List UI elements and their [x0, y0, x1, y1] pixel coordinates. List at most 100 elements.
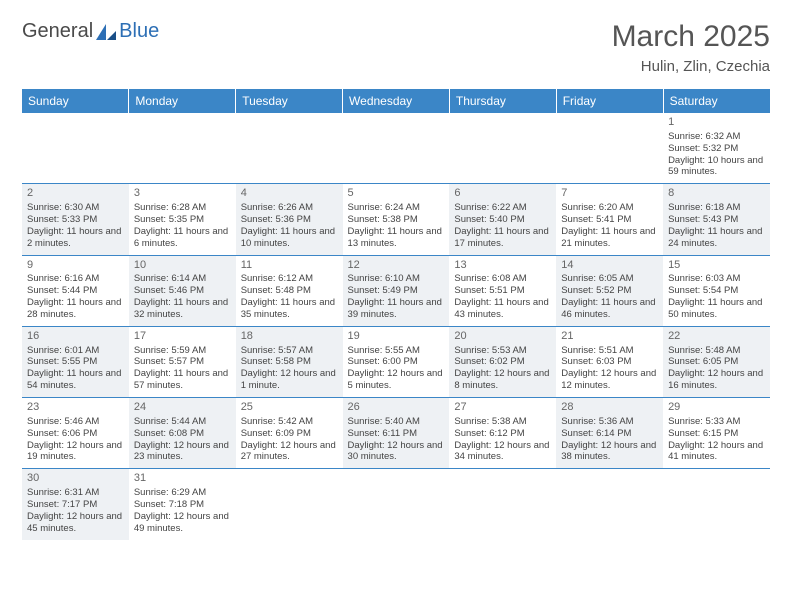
logo-text-blue: Blue — [119, 20, 159, 43]
daylight-text: Daylight: 11 hours and 21 minutes. — [561, 226, 658, 250]
day-header: Monday — [129, 89, 236, 113]
sunset-text: Sunset: 6:06 PM — [27, 428, 124, 440]
calendar-cell: 12Sunrise: 6:10 AMSunset: 5:49 PMDayligh… — [343, 255, 450, 326]
daylight-text: Daylight: 12 hours and 27 minutes. — [241, 440, 338, 464]
sunrise-text: Sunrise: 6:20 AM — [561, 202, 658, 214]
day-number: 2 — [27, 187, 124, 201]
calendar-cell: 29Sunrise: 5:33 AMSunset: 6:15 PMDayligh… — [663, 398, 770, 469]
daylight-text: Daylight: 12 hours and 1 minute. — [241, 368, 338, 392]
day-number: 17 — [134, 330, 231, 344]
day-number: 9 — [27, 259, 124, 273]
sunrise-text: Sunrise: 5:42 AM — [241, 416, 338, 428]
daylight-text: Daylight: 11 hours and 10 minutes. — [241, 226, 338, 250]
calendar-row: 16Sunrise: 6:01 AMSunset: 5:55 PMDayligh… — [22, 326, 770, 397]
day-header: Thursday — [449, 89, 556, 113]
sunset-text: Sunset: 5:41 PM — [561, 214, 658, 226]
day-number: 20 — [454, 330, 551, 344]
calendar-cell — [449, 113, 556, 184]
sunset-text: Sunset: 5:38 PM — [348, 214, 445, 226]
day-number: 21 — [561, 330, 658, 344]
day-number: 14 — [561, 259, 658, 273]
sunset-text: Sunset: 7:17 PM — [27, 499, 124, 511]
sunset-text: Sunset: 6:11 PM — [348, 428, 445, 440]
daylight-text: Daylight: 11 hours and 46 minutes. — [561, 297, 658, 321]
sunset-text: Sunset: 6:03 PM — [561, 356, 658, 368]
calendar-cell: 13Sunrise: 6:08 AMSunset: 5:51 PMDayligh… — [449, 255, 556, 326]
calendar-cell: 27Sunrise: 5:38 AMSunset: 6:12 PMDayligh… — [449, 398, 556, 469]
sunset-text: Sunset: 6:00 PM — [348, 356, 445, 368]
day-number: 16 — [27, 330, 124, 344]
sunset-text: Sunset: 6:12 PM — [454, 428, 551, 440]
day-number: 1 — [668, 116, 765, 130]
sunset-text: Sunset: 5:43 PM — [668, 214, 765, 226]
calendar-cell: 25Sunrise: 5:42 AMSunset: 6:09 PMDayligh… — [236, 398, 343, 469]
day-number: 23 — [27, 401, 124, 415]
daylight-text: Daylight: 11 hours and 57 minutes. — [134, 368, 231, 392]
calendar-cell: 23Sunrise: 5:46 AMSunset: 6:06 PMDayligh… — [22, 398, 129, 469]
sunrise-text: Sunrise: 5:40 AM — [348, 416, 445, 428]
day-number: 11 — [241, 259, 338, 273]
daylight-text: Daylight: 12 hours and 41 minutes. — [668, 440, 765, 464]
calendar-table: Sunday Monday Tuesday Wednesday Thursday… — [22, 89, 770, 540]
sunrise-text: Sunrise: 6:29 AM — [134, 487, 231, 499]
sunset-text: Sunset: 5:35 PM — [134, 214, 231, 226]
calendar-cell — [236, 469, 343, 540]
daylight-text: Daylight: 11 hours and 28 minutes. — [27, 297, 124, 321]
daylight-text: Daylight: 12 hours and 49 minutes. — [134, 511, 231, 535]
calendar-cell — [343, 469, 450, 540]
day-number: 18 — [241, 330, 338, 344]
calendar-cell — [556, 469, 663, 540]
sunset-text: Sunset: 6:08 PM — [134, 428, 231, 440]
daylight-text: Daylight: 12 hours and 45 minutes. — [27, 511, 124, 535]
calendar-cell: 16Sunrise: 6:01 AMSunset: 5:55 PMDayligh… — [22, 326, 129, 397]
sunset-text: Sunset: 6:02 PM — [454, 356, 551, 368]
day-number: 31 — [134, 472, 231, 486]
calendar-row: 23Sunrise: 5:46 AMSunset: 6:06 PMDayligh… — [22, 398, 770, 469]
daylight-text: Daylight: 11 hours and 54 minutes. — [27, 368, 124, 392]
calendar-cell: 7Sunrise: 6:20 AMSunset: 5:41 PMDaylight… — [556, 184, 663, 255]
day-number: 7 — [561, 187, 658, 201]
day-number: 3 — [134, 187, 231, 201]
day-header-row: Sunday Monday Tuesday Wednesday Thursday… — [22, 89, 770, 113]
sunrise-text: Sunrise: 5:48 AM — [668, 345, 765, 357]
sunset-text: Sunset: 5:32 PM — [668, 143, 765, 155]
sunrise-text: Sunrise: 5:44 AM — [134, 416, 231, 428]
sunset-text: Sunset: 5:57 PM — [134, 356, 231, 368]
day-header: Sunday — [22, 89, 129, 113]
page-title: March 2025 — [612, 20, 770, 54]
calendar-cell: 19Sunrise: 5:55 AMSunset: 6:00 PMDayligh… — [343, 326, 450, 397]
calendar-cell: 3Sunrise: 6:28 AMSunset: 5:35 PMDaylight… — [129, 184, 236, 255]
sunset-text: Sunset: 5:46 PM — [134, 285, 231, 297]
sunrise-text: Sunrise: 6:32 AM — [668, 131, 765, 143]
daylight-text: Daylight: 12 hours and 30 minutes. — [348, 440, 445, 464]
daylight-text: Daylight: 10 hours and 59 minutes. — [668, 155, 765, 179]
sunrise-text: Sunrise: 6:31 AM — [27, 487, 124, 499]
day-number: 12 — [348, 259, 445, 273]
day-number: 13 — [454, 259, 551, 273]
daylight-text: Daylight: 12 hours and 5 minutes. — [348, 368, 445, 392]
sunset-text: Sunset: 5:44 PM — [27, 285, 124, 297]
sunset-text: Sunset: 5:49 PM — [348, 285, 445, 297]
sunrise-text: Sunrise: 6:18 AM — [668, 202, 765, 214]
calendar-cell — [236, 113, 343, 184]
calendar-cell: 6Sunrise: 6:22 AMSunset: 5:40 PMDaylight… — [449, 184, 556, 255]
day-number: 29 — [668, 401, 765, 415]
calendar-cell: 15Sunrise: 6:03 AMSunset: 5:54 PMDayligh… — [663, 255, 770, 326]
day-number: 6 — [454, 187, 551, 201]
sunrise-text: Sunrise: 5:57 AM — [241, 345, 338, 357]
calendar-cell: 28Sunrise: 5:36 AMSunset: 6:14 PMDayligh… — [556, 398, 663, 469]
calendar-cell: 2Sunrise: 6:30 AMSunset: 5:33 PMDaylight… — [22, 184, 129, 255]
sunrise-text: Sunrise: 5:51 AM — [561, 345, 658, 357]
sunrise-text: Sunrise: 5:53 AM — [454, 345, 551, 357]
day-number: 19 — [348, 330, 445, 344]
sunrise-text: Sunrise: 6:01 AM — [27, 345, 124, 357]
logo-text-general: General — [22, 20, 93, 43]
daylight-text: Daylight: 12 hours and 16 minutes. — [668, 368, 765, 392]
daylight-text: Daylight: 11 hours and 6 minutes. — [134, 226, 231, 250]
title-block: March 2025 Hulin, Zlin, Czechia — [612, 20, 770, 75]
daylight-text: Daylight: 11 hours and 43 minutes. — [454, 297, 551, 321]
sunrise-text: Sunrise: 5:33 AM — [668, 416, 765, 428]
sunrise-text: Sunrise: 6:24 AM — [348, 202, 445, 214]
day-number: 24 — [134, 401, 231, 415]
calendar-cell: 4Sunrise: 6:26 AMSunset: 5:36 PMDaylight… — [236, 184, 343, 255]
